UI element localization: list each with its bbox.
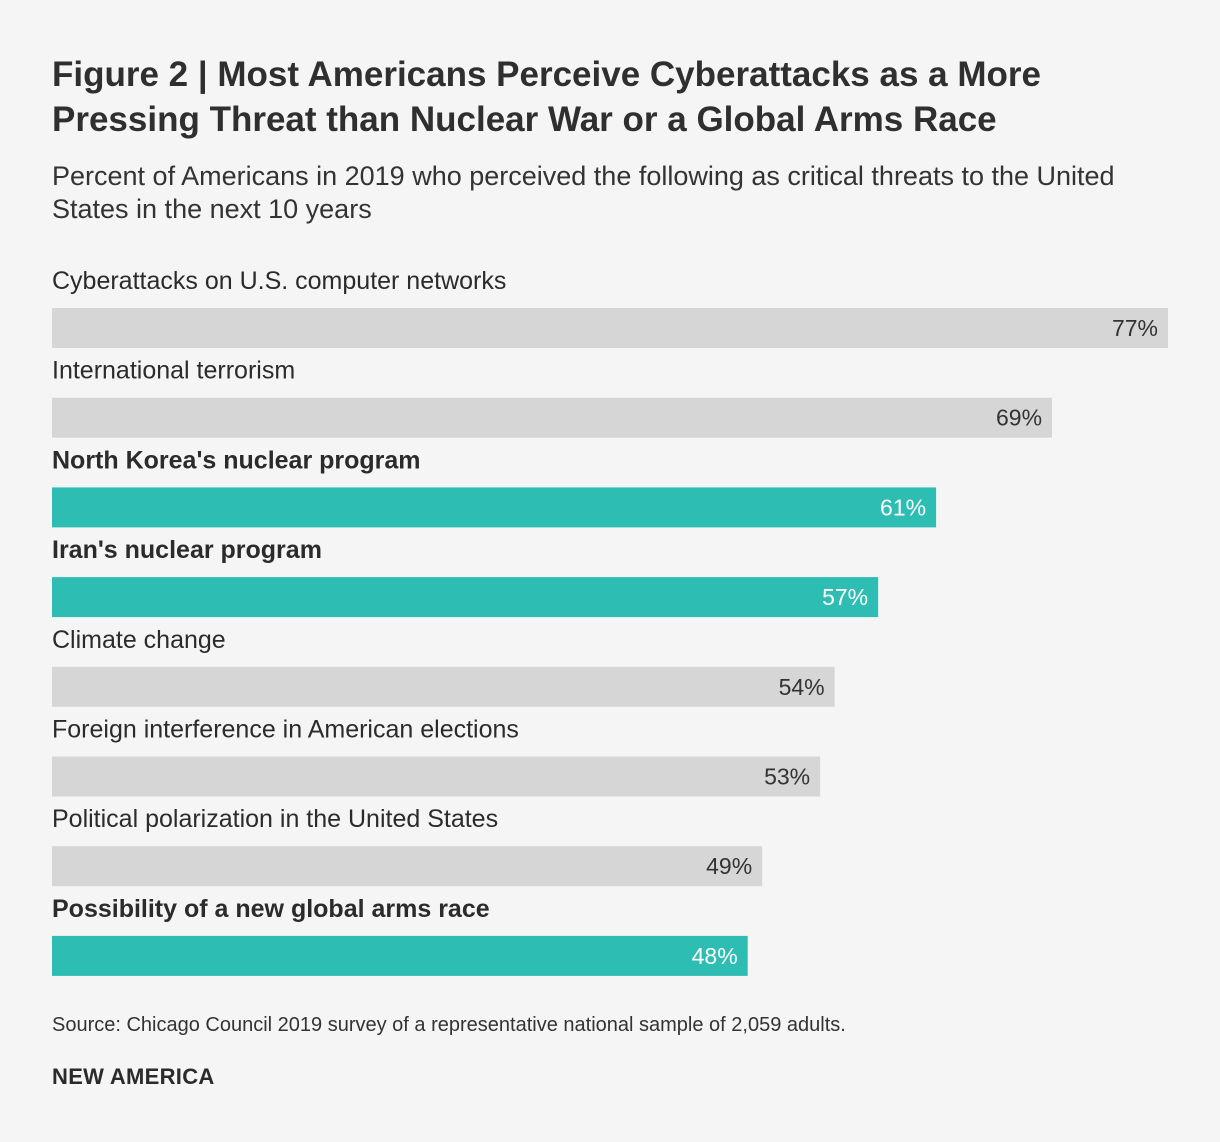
- bar: [52, 487, 937, 528]
- source-note: Source: Chicago Council 2019 survey of a…: [52, 1014, 846, 1036]
- bar: [52, 935, 748, 976]
- data-label: 69%: [996, 405, 1042, 431]
- chart-subtitle: Percent of Americans in 2019 who perceiv…: [52, 161, 1115, 224]
- data-label: 57%: [822, 584, 868, 610]
- brand-logo: NEW AMERICA: [52, 1064, 215, 1089]
- data-label: 49%: [706, 853, 752, 879]
- bar: [52, 666, 835, 707]
- bar: [52, 397, 1053, 438]
- category-label: Possibility of a new global arms race: [52, 895, 490, 923]
- category-label: North Korea's nuclear program: [52, 446, 421, 474]
- category-label: Iran's nuclear program: [52, 536, 322, 564]
- category-label: Foreign interference in American electio…: [52, 716, 519, 744]
- category-label: Political polarization in the United Sta…: [52, 805, 498, 833]
- bar: [52, 756, 821, 797]
- data-label: 54%: [779, 674, 825, 700]
- category-label: Cyberattacks on U.S. computer networks: [52, 267, 506, 295]
- data-label: 61%: [880, 494, 926, 520]
- bar: [52, 308, 1168, 348]
- data-label: 77%: [1112, 315, 1158, 341]
- category-label: Climate change: [52, 626, 226, 654]
- bar: [52, 577, 879, 618]
- data-label: 48%: [692, 943, 738, 969]
- category-label: International terrorism: [52, 357, 295, 385]
- bar: [52, 846, 763, 887]
- chart-title: Figure 2 | Most Americans Perceive Cyber…: [52, 55, 1041, 139]
- data-label: 53%: [764, 764, 810, 790]
- bar-chart: Cyberattacks on U.S. computer networks 77…: [52, 267, 1168, 976]
